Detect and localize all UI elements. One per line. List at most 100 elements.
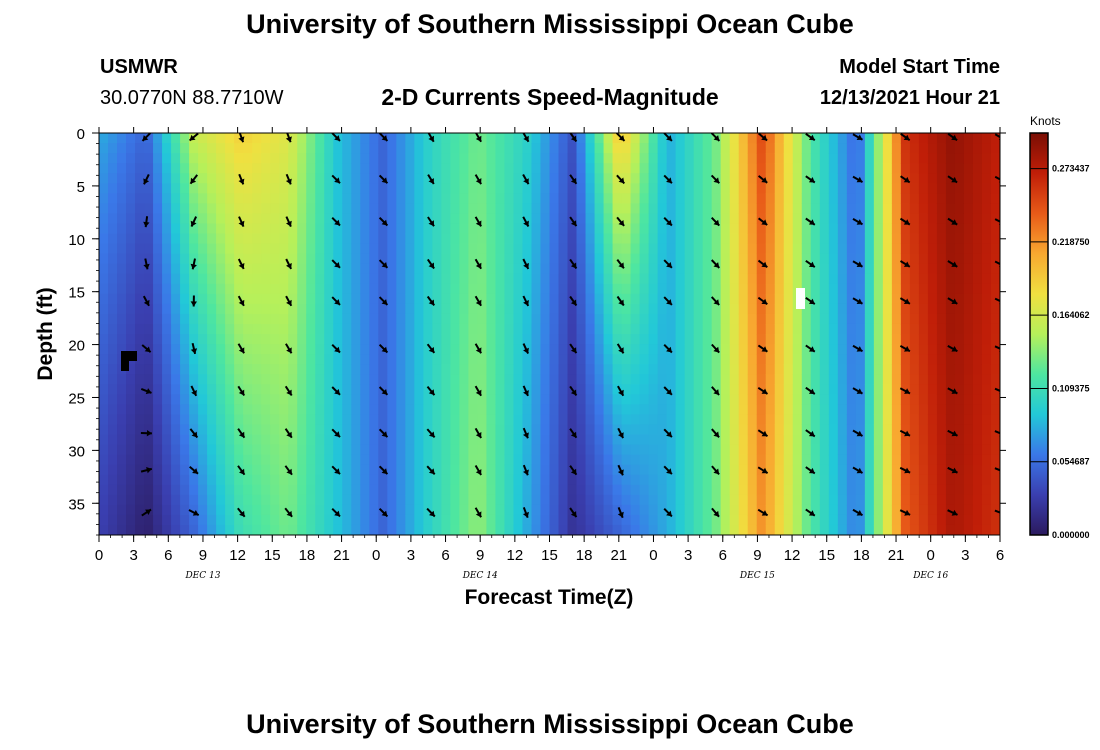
heatmap-cell	[486, 514, 497, 526]
heatmap-cell	[693, 444, 704, 456]
heatmap-cell	[828, 364, 839, 375]
heatmap-cell	[855, 414, 866, 426]
heatmap-cell	[855, 374, 866, 385]
heatmap-cell	[297, 484, 307, 496]
heatmap-cell	[639, 364, 650, 375]
heatmap-cell	[702, 173, 713, 184]
heatmap-cell	[306, 233, 316, 245]
heatmap-cell	[630, 173, 641, 184]
heatmap-cell	[180, 394, 190, 405]
heatmap-cell	[963, 193, 974, 204]
heatmap-cell	[423, 494, 433, 506]
heatmap-cell	[486, 243, 497, 255]
heatmap-cell	[828, 514, 839, 526]
heatmap-cell	[270, 163, 280, 174]
heatmap-cell	[927, 213, 938, 225]
heatmap-cell	[108, 494, 118, 506]
heatmap-cell	[603, 223, 614, 235]
heatmap-cell	[738, 213, 749, 225]
heatmap-cell	[180, 153, 190, 164]
y-tick-label: 30	[68, 443, 85, 460]
heatmap-cell	[261, 444, 271, 456]
heatmap-cell	[126, 263, 136, 275]
heatmap-cell	[126, 143, 136, 154]
heatmap-cell	[621, 464, 632, 476]
heatmap-cell	[324, 253, 334, 265]
heatmap-cell	[900, 504, 911, 516]
heatmap-cell	[990, 334, 1000, 345]
heatmap-cell	[657, 384, 668, 395]
heatmap-cell	[495, 193, 506, 204]
heatmap-cell	[855, 313, 866, 325]
heatmap-cell	[738, 233, 749, 245]
heatmap-cell	[180, 474, 190, 486]
heatmap-cell	[720, 173, 731, 184]
heatmap-cell	[792, 464, 803, 476]
heatmap-cell	[945, 454, 956, 466]
heatmap-cell	[945, 143, 956, 154]
current-arrow	[617, 507, 624, 519]
heatmap-cell	[603, 514, 614, 526]
current-arrow	[141, 133, 152, 142]
x-tick-label: 21	[610, 547, 627, 564]
heatmap-cell	[918, 173, 929, 184]
heatmap-cell	[603, 163, 614, 174]
heatmap-cell	[369, 404, 379, 415]
heatmap-cell	[621, 173, 632, 184]
heatmap-cell	[225, 434, 235, 446]
heatmap-cell	[549, 384, 560, 395]
current-arrow	[569, 216, 578, 227]
heatmap-cell	[405, 313, 415, 325]
heatmap-cell	[540, 354, 551, 365]
station-name: USMWR	[100, 56, 178, 78]
heatmap-cell	[837, 303, 848, 315]
heatmap-cell	[315, 474, 325, 486]
heatmap-cell	[810, 273, 821, 285]
heatmap-cell	[414, 424, 424, 436]
heatmap-cell	[891, 434, 902, 446]
heatmap-cell	[414, 384, 424, 395]
heatmap-cell	[171, 374, 181, 385]
heatmap-cell	[639, 394, 650, 405]
heatmap-cell	[774, 474, 785, 486]
heatmap-cell	[621, 223, 632, 235]
heatmap-cell	[990, 514, 1000, 526]
heatmap-cell	[963, 444, 974, 456]
heatmap-cell	[873, 283, 884, 295]
heatmap-cell	[351, 263, 361, 275]
heatmap-cell	[918, 153, 929, 164]
heatmap-cell	[927, 243, 938, 255]
heatmap-cell	[648, 434, 659, 446]
heatmap-cell	[531, 424, 542, 436]
heatmap-cell	[252, 253, 262, 265]
heatmap-cell	[639, 344, 650, 355]
heatmap-cell	[360, 233, 370, 245]
heatmap-cell	[810, 484, 821, 496]
current-arrow	[140, 387, 152, 395]
heatmap-cell	[684, 243, 695, 255]
heatmap-cell	[315, 243, 325, 255]
current-arrow	[238, 133, 245, 143]
heatmap-cell	[864, 524, 875, 535]
heatmap-cell	[513, 414, 524, 426]
heatmap-cell	[855, 253, 866, 265]
heatmap-cell	[567, 223, 578, 235]
heatmap-cell	[279, 283, 289, 295]
heatmap-cell	[243, 273, 253, 285]
heatmap-cell	[666, 133, 677, 144]
current-arrow	[711, 507, 720, 518]
heatmap-cell	[306, 243, 316, 255]
heatmap-cell	[729, 163, 740, 174]
heatmap-cell	[504, 183, 515, 194]
heatmap-cell	[126, 404, 136, 415]
heatmap-cell	[414, 303, 424, 315]
heatmap-cell	[153, 163, 163, 174]
heatmap-cell	[333, 193, 343, 204]
heatmap-cell	[792, 474, 803, 486]
heatmap-cell	[873, 173, 884, 184]
heatmap-cell	[468, 183, 479, 194]
heatmap-cell	[99, 323, 109, 335]
heatmap-cell	[306, 203, 316, 214]
heatmap-cell	[171, 243, 181, 255]
heatmap-cell	[315, 354, 325, 365]
